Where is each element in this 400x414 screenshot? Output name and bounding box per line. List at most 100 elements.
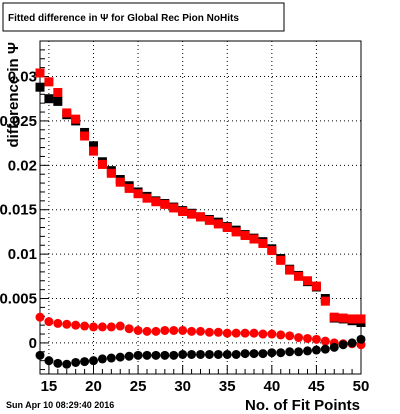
data-point-square — [115, 177, 125, 187]
data-point-circle — [204, 327, 214, 337]
data-point-square — [89, 146, 98, 156]
data-point-square — [44, 77, 54, 87]
x-tick-label: 25 — [130, 378, 147, 395]
data-point-circle — [213, 327, 223, 337]
data-point-circle — [276, 330, 286, 340]
data-point-square — [169, 203, 179, 213]
data-point-circle — [231, 349, 241, 359]
data-point-circle — [320, 336, 330, 346]
data-points — [35, 68, 366, 369]
data-point-square — [267, 246, 277, 256]
data-point-circle — [115, 321, 125, 331]
data-point-square — [53, 96, 63, 106]
data-point-square — [213, 219, 223, 229]
data-point-circle — [62, 359, 72, 369]
data-point-square — [311, 281, 321, 291]
data-point-circle — [249, 349, 259, 359]
data-point-square — [222, 222, 232, 232]
data-point-circle — [187, 326, 197, 336]
data-point-circle — [133, 325, 143, 335]
data-point-circle — [53, 358, 63, 368]
data-point-square — [89, 141, 98, 151]
data-point-circle — [187, 349, 197, 359]
x-tick-label: 45 — [308, 378, 325, 395]
data-point-circle — [267, 329, 277, 339]
data-point-square — [285, 265, 295, 275]
timestamp: Sun Apr 10 08:29:40 2016 — [6, 400, 114, 410]
title-box: Fitted difference in Ψ for Global Rec Pi… — [2, 2, 285, 32]
data-point-circle — [97, 354, 107, 364]
y-axis-ticks: 0 0.005 0.01 0.015 0.02 0.025 0.03 — [0, 40, 49, 371]
data-point-square — [329, 312, 339, 322]
data-point-square — [294, 271, 304, 281]
data-point-circle — [169, 325, 179, 335]
data-point-circle — [44, 317, 54, 327]
y-axis-title: difference in Ψ — [5, 42, 22, 148]
y-tick-label: 0.025 — [0, 113, 37, 130]
y-tick-label: 0.005 — [0, 291, 37, 308]
data-point-circle — [35, 312, 45, 322]
data-point-circle — [249, 328, 259, 338]
data-point-square — [97, 159, 107, 169]
data-point-square — [35, 82, 45, 92]
data-point-circle — [151, 326, 161, 336]
data-point-circle — [124, 351, 134, 361]
data-point-circle — [285, 331, 295, 341]
data-point-square — [303, 276, 312, 286]
data-point-circle — [294, 347, 304, 357]
data-point-circle — [124, 324, 134, 334]
data-point-circle — [213, 349, 223, 359]
data-point-square — [106, 168, 116, 178]
data-point-circle — [160, 325, 170, 335]
data-point-circle — [240, 349, 250, 359]
data-point-square — [249, 234, 259, 244]
data-point-square — [187, 209, 197, 219]
y-tick-label: 0.015 — [0, 202, 37, 219]
data-point-square — [160, 199, 170, 209]
data-point-circle — [356, 334, 366, 344]
data-point-circle — [133, 350, 143, 360]
data-point-square — [204, 215, 214, 225]
data-point-circle — [35, 350, 45, 360]
data-point-circle — [258, 349, 268, 359]
data-point-circle — [62, 319, 72, 329]
title-box-frame — [2, 2, 285, 32]
x-tick-label: 35 — [219, 378, 236, 395]
data-point-circle — [267, 348, 277, 358]
y-tick-label: 0.03 — [8, 69, 37, 86]
data-point-circle — [303, 346, 312, 356]
x-tick-label: 30 — [174, 378, 191, 395]
data-point-circle — [294, 333, 304, 343]
data-point-circle — [115, 352, 125, 362]
data-point-circle — [311, 334, 321, 344]
data-point-circle — [311, 345, 321, 355]
data-point-circle — [303, 333, 312, 343]
data-point-circle — [80, 321, 90, 331]
data-point-circle — [285, 347, 295, 357]
data-point-circle — [97, 322, 107, 332]
data-point-square — [338, 313, 348, 323]
data-point-circle — [53, 318, 63, 328]
y-tick-label: 0.01 — [8, 246, 37, 263]
data-point-circle — [106, 322, 116, 332]
data-point-square — [231, 227, 241, 237]
data-point-circle — [204, 349, 214, 359]
data-point-square — [356, 314, 366, 324]
data-point-circle — [222, 328, 232, 338]
data-point-circle — [160, 350, 170, 360]
data-point-circle — [329, 342, 339, 352]
grid-lines — [40, 41, 362, 374]
data-point-square — [62, 108, 72, 118]
data-point-square — [53, 88, 63, 98]
data-point-square — [347, 314, 357, 324]
data-point-circle — [196, 326, 205, 336]
data-point-circle — [196, 349, 205, 359]
data-point-circle — [44, 356, 54, 366]
x-axis-ticks: 15 20 25 30 35 40 45 50 — [39, 365, 369, 395]
data-point-square — [124, 183, 134, 193]
data-point-circle — [89, 322, 98, 332]
data-point-square — [240, 230, 250, 240]
data-point-circle — [178, 325, 188, 335]
y-tick-label: 0.02 — [8, 157, 37, 174]
